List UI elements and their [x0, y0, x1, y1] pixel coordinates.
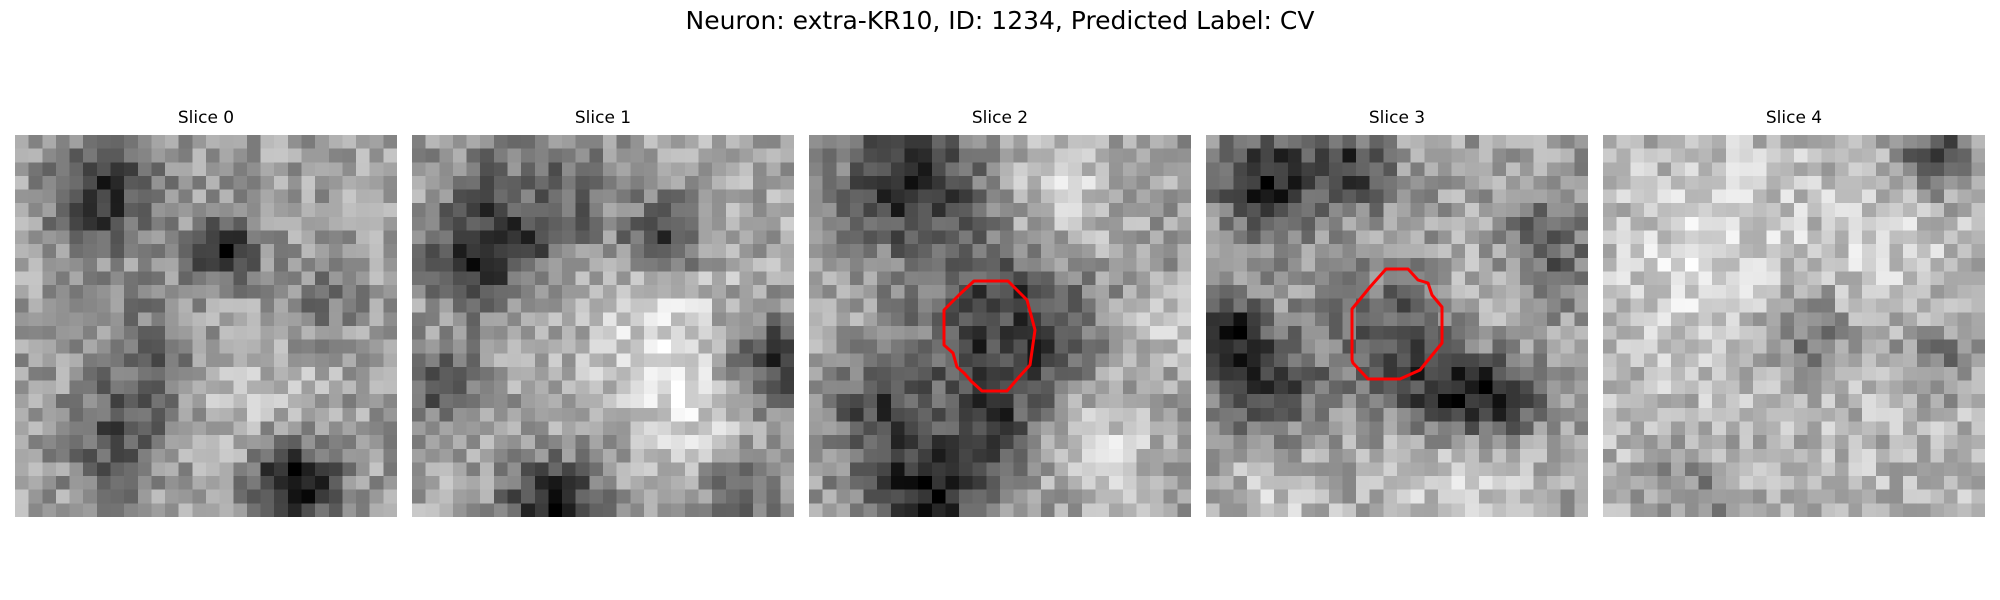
slice-2-roi-contour [942, 279, 1037, 393]
figure-title: Neuron: extra-KR10, ID: 1234, Predicted … [685, 6, 1315, 35]
slice-3-roi-contour [1350, 267, 1444, 381]
slice-4-image [1603, 135, 1985, 517]
slice-0-pixels [15, 135, 397, 517]
slice-1-image [412, 135, 794, 517]
slice-0-image [15, 135, 397, 517]
panel-title-slice-2: Slice 2 [971, 108, 1029, 128]
slice-4-pixels [1603, 135, 1985, 517]
slice-1-pixels [412, 135, 794, 517]
panel-title-slice-1: Slice 1 [574, 108, 632, 128]
slice-2-pixels [809, 135, 1191, 517]
slice-3-pixels [1206, 135, 1588, 517]
slice-3-contour-overlay [1350, 267, 1444, 381]
panel-title-slice-3: Slice 3 [1368, 108, 1426, 128]
slice-3-image [1206, 135, 1588, 517]
panel-title-slice-0: Slice 0 [177, 108, 235, 128]
panel-title-slice-4: Slice 4 [1765, 108, 1823, 128]
slice-2-image [809, 135, 1191, 517]
slice-2-contour-overlay [942, 279, 1037, 393]
